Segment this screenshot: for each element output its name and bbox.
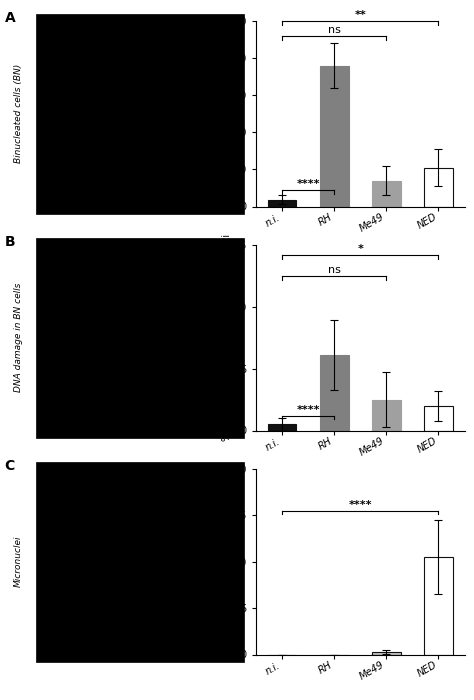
Bar <box>424 557 453 654</box>
Text: ns: ns <box>328 25 341 35</box>
Bar <box>320 355 348 430</box>
Bar <box>424 167 453 206</box>
Text: A: A <box>5 10 16 25</box>
Bar <box>36 238 244 438</box>
Y-axis label: % binucleated cells with DNA damage foci: % binucleated cells with DNA damage foci <box>222 234 232 441</box>
Bar <box>268 199 296 206</box>
Bar <box>372 181 401 206</box>
Y-axis label: % of cells with micronuclei: % of cells with micronuclei <box>222 496 232 627</box>
Bar <box>372 652 401 654</box>
Y-axis label: % of binucleated cells: % of binucleated cells <box>222 60 232 167</box>
Text: DNA damage in BN cells: DNA damage in BN cells <box>14 283 22 392</box>
Bar <box>320 66 348 206</box>
Text: Micronuclei: Micronuclei <box>14 536 22 587</box>
Bar <box>424 406 453 430</box>
Text: C: C <box>5 458 15 472</box>
Text: ns: ns <box>328 265 341 275</box>
Text: **: ** <box>355 10 366 20</box>
Bar <box>36 14 244 213</box>
Text: ****: **** <box>348 500 372 510</box>
Bar <box>372 400 401 430</box>
Text: ****: **** <box>296 405 320 414</box>
Bar <box>36 462 244 662</box>
Bar <box>268 424 296 430</box>
Text: *: * <box>357 244 363 254</box>
Text: Binucleated cells (BN): Binucleated cells (BN) <box>14 64 22 163</box>
Text: ****: **** <box>296 179 320 189</box>
Text: B: B <box>5 234 15 248</box>
